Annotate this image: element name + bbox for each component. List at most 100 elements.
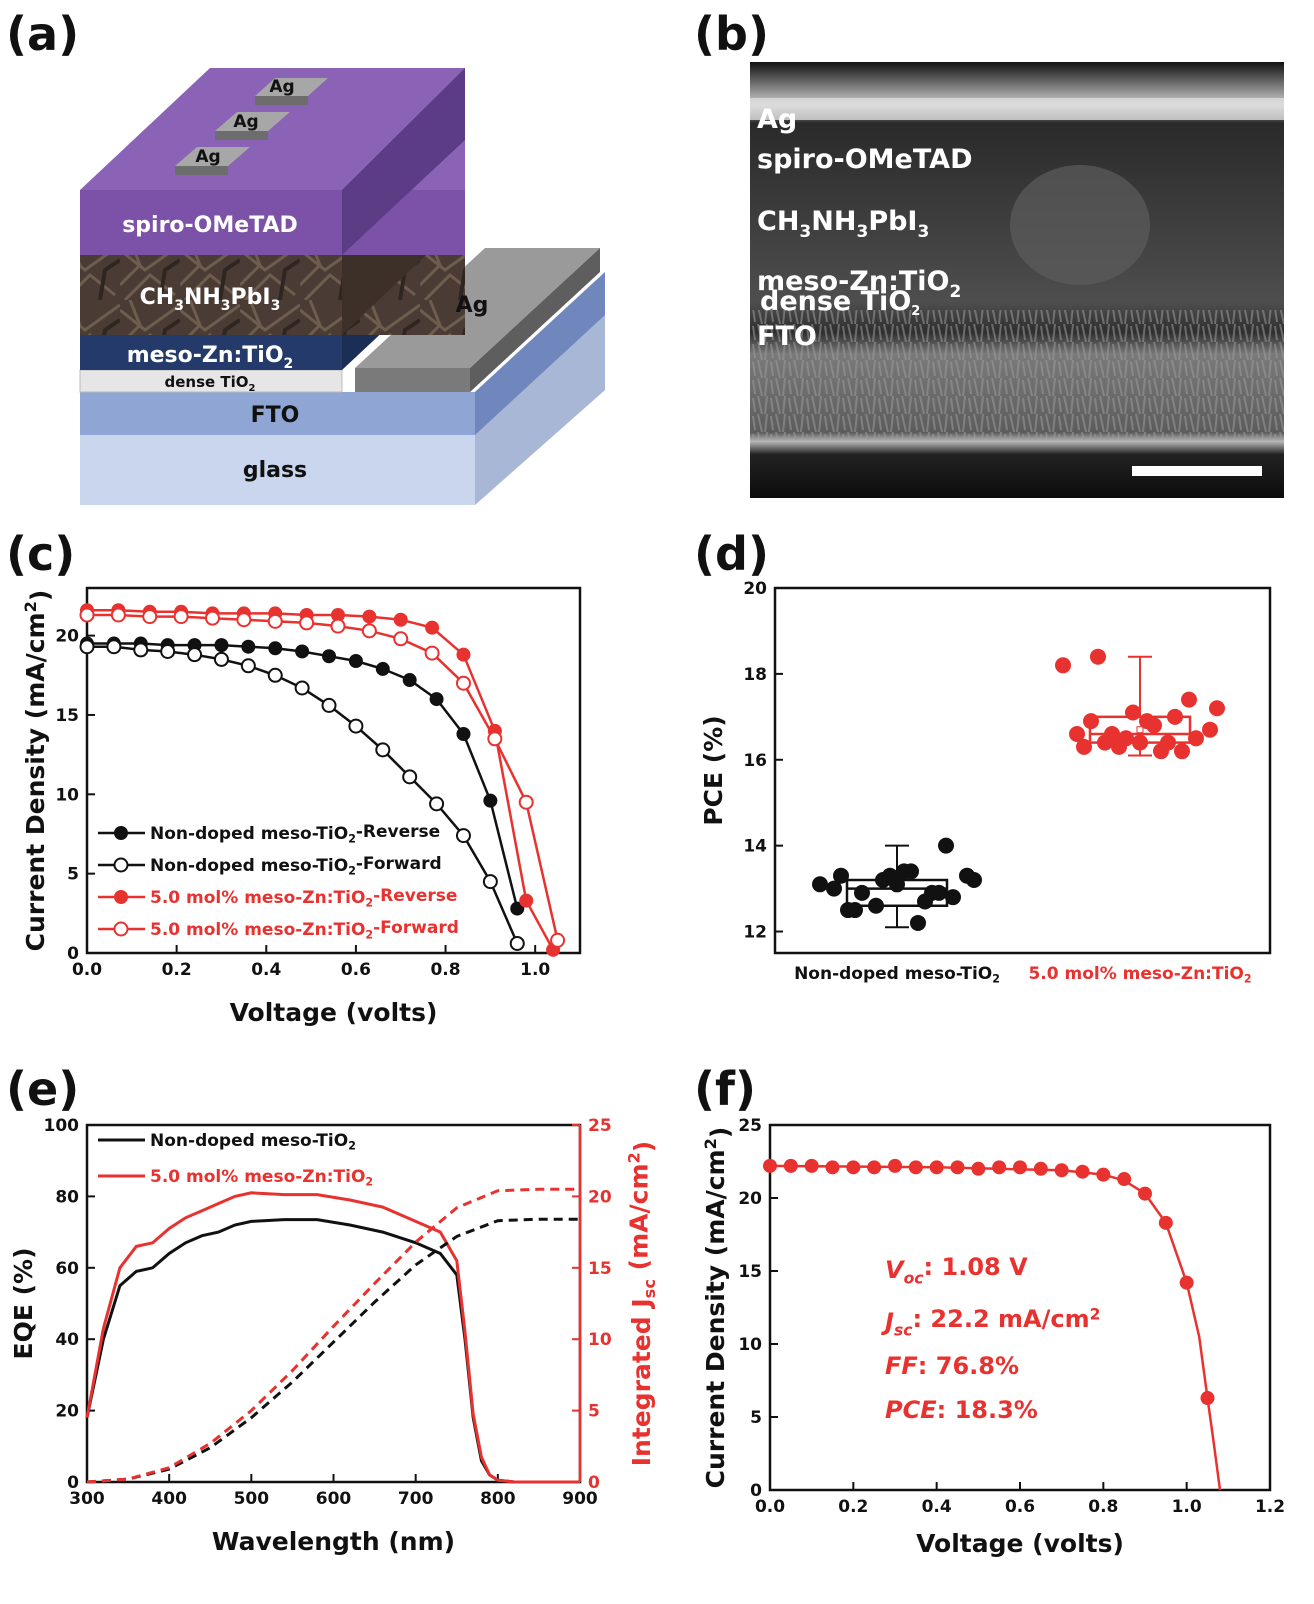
fto-label: FTO: [251, 403, 300, 428]
y-tick-label: 20: [738, 1189, 762, 1209]
series-line: [87, 608, 555, 951]
y-tick-label: 100: [44, 1116, 80, 1136]
y-tick-label: 40: [55, 1330, 79, 1350]
category-label: Non-doped meso-TiO2: [794, 964, 1000, 985]
x-tick-label: 700: [398, 1489, 434, 1509]
x-tick-label: 300: [69, 1489, 105, 1509]
y-axis-label: EQE (%): [9, 1247, 38, 1359]
mean-marker: [1136, 726, 1144, 734]
data-point: [929, 1160, 944, 1175]
data-point: [945, 889, 961, 906]
data-point: [1125, 704, 1141, 721]
x-tick-label: 0.8: [430, 960, 460, 980]
ag-electrode: [355, 248, 600, 368]
data-point: [1033, 1161, 1048, 1176]
x-tick-label: 1.0: [1172, 1497, 1202, 1517]
y-tick-label: 0: [750, 1481, 762, 1501]
data-point: [187, 647, 203, 663]
data-point: [959, 867, 975, 884]
data-point: [295, 644, 310, 659]
y-tick-label: 12: [743, 923, 767, 943]
data-point: [1083, 713, 1099, 730]
data-point: [825, 1160, 840, 1175]
data-point: [1013, 1160, 1027, 1175]
data-point: [294, 680, 310, 696]
ag-contact-1: Ag: [255, 77, 328, 105]
data-point: [110, 607, 126, 623]
plot-frame: [85, 586, 582, 955]
data-point: [1111, 738, 1127, 755]
y-right-tick-label: 5: [588, 1402, 600, 1422]
data-point: [950, 1160, 965, 1175]
data-point: [1117, 1172, 1132, 1187]
x-tick-label: 600: [316, 1489, 352, 1509]
data-point: [518, 794, 534, 810]
x-tick-label: 400: [151, 1489, 187, 1509]
y-right-tick-label: 0: [588, 1473, 600, 1493]
legend-label: 5.0 mol% meso-Zn:TiO2-Forward: [150, 918, 459, 941]
data-point: [322, 649, 337, 664]
annotation-2: FF: 76.8%: [885, 1352, 1019, 1380]
data-point: [487, 731, 503, 747]
scale-bar: [1132, 466, 1262, 476]
chart-f: 0.0 0.2 0.4 0.6 0.8 1.0 1.2 0 5 10 15 20 25 Voc: 1.08…: [701, 1116, 1285, 1558]
panel-f-label: (f): [694, 1062, 756, 1116]
legend-label: Non-doped meso-TiO2-Reverse: [150, 822, 440, 845]
y-axis-label: PCE (%): [699, 715, 728, 825]
panel-a: (a) Ag Ag: [6, 7, 605, 505]
panel-a-label: (a): [6, 7, 79, 61]
x-tick-label: 0.6: [341, 960, 371, 980]
data-point: [455, 675, 471, 691]
data-point: [113, 857, 129, 873]
x-tick-label: 0.2: [838, 1497, 868, 1517]
data-point: [854, 884, 870, 901]
data-point: [1153, 743, 1169, 760]
sem-perovskite-label: CH3NH3PbI3: [757, 206, 929, 242]
data-point: [1132, 734, 1148, 751]
x-axis-label: Voltage (volts): [916, 1529, 1124, 1558]
data-point: [840, 902, 856, 919]
chart-d: 12 14 16 18 20 Non-doped meso-TiO2 5.0 mol% me…: [699, 579, 1272, 985]
y-right-tick-label: 15: [588, 1259, 612, 1279]
data-point: [763, 1158, 777, 1173]
sem-spiro-label: spiro-OMeTAD: [757, 144, 973, 175]
data-point: [1138, 1186, 1152, 1201]
data-point: [173, 609, 189, 625]
data-point: [267, 613, 283, 629]
series-line: [86, 1187, 580, 1484]
data-point: [375, 742, 391, 758]
y-tick-label: 20: [743, 579, 767, 599]
spiro-label: spiro-OMeTAD: [122, 213, 298, 238]
data-point: [1200, 1391, 1215, 1406]
y-tick-label: 20: [55, 627, 79, 647]
y-tick-label: 5: [750, 1408, 762, 1428]
data-point: [241, 639, 256, 654]
data-point: [393, 612, 408, 627]
dense-label: dense TiO2: [164, 373, 255, 394]
y-tick-label: 14: [743, 837, 767, 857]
data-point: [1202, 721, 1218, 738]
x-axis-label: Wavelength (nm): [212, 1527, 455, 1556]
y-right-tick-label: 20: [588, 1187, 612, 1207]
data-point: [1075, 1164, 1090, 1179]
ag-contact-3: Ag: [175, 147, 250, 175]
svg-text:Ag: Ag: [195, 147, 220, 167]
y-tick-label: 80: [55, 1187, 79, 1207]
x-tick-label: 0.0: [755, 1497, 785, 1517]
data-point: [826, 880, 842, 897]
data-point: [903, 863, 919, 880]
y-tick-label: 10: [738, 1335, 762, 1355]
data-point: [889, 876, 905, 893]
y-tick-label: 5: [67, 865, 79, 885]
data-point: [509, 935, 525, 951]
panel-c-label: (c): [6, 527, 75, 581]
series-line: [85, 1218, 580, 1484]
y-tick-label: 15: [55, 706, 79, 726]
data-point: [267, 667, 283, 683]
data-point: [992, 1160, 1007, 1175]
data-point: [113, 921, 129, 937]
data-point: [213, 651, 229, 667]
legend-label: Non-doped meso-TiO2-Forward: [150, 854, 442, 877]
category-label: 5.0 mol% meso-Zn:TiO2: [1028, 964, 1251, 985]
